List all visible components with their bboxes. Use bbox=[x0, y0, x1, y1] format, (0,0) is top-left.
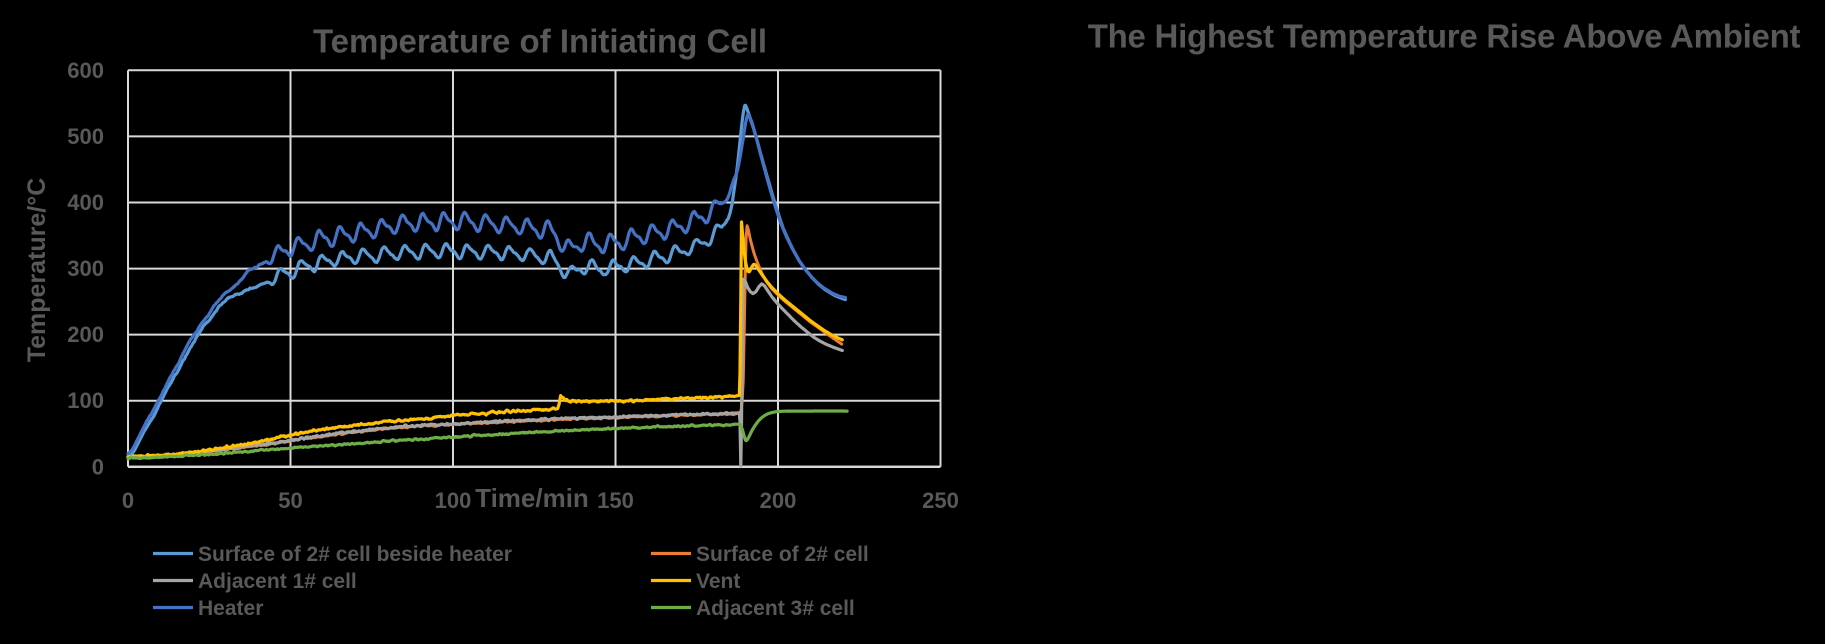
svg-text:0: 0 bbox=[122, 488, 134, 513]
svg-text:Surface of 2# cell beside heat: Surface of 2# cell beside heater bbox=[198, 543, 512, 566]
svg-text:0: 0 bbox=[92, 454, 104, 479]
svg-text:Heater: Heater bbox=[198, 597, 263, 620]
svg-text:Adjacent 1# cell: Adjacent 1# cell bbox=[198, 570, 357, 593]
svg-text:Temperature/°C: Temperature/°C bbox=[23, 178, 51, 363]
svg-text:150: 150 bbox=[597, 488, 634, 513]
svg-text:400: 400 bbox=[67, 190, 104, 215]
svg-text:Vent: Vent bbox=[696, 570, 740, 593]
svg-text:Temperature of Initiating Cell: Temperature of Initiating Cell bbox=[313, 23, 767, 60]
svg-text:Surface of 2# cell: Surface of 2# cell bbox=[696, 543, 869, 566]
svg-text:50: 50 bbox=[278, 488, 302, 513]
svg-text:200: 200 bbox=[67, 322, 104, 347]
svg-text:The Highest Temperature Rise A: The Highest Temperature Rise Above Ambie… bbox=[1088, 18, 1801, 55]
svg-text:100: 100 bbox=[67, 388, 104, 413]
svg-text:Time/min: Time/min bbox=[475, 483, 589, 513]
svg-text:100: 100 bbox=[435, 488, 472, 513]
svg-text:500: 500 bbox=[67, 124, 104, 149]
svg-text:250: 250 bbox=[922, 488, 959, 513]
svg-text:300: 300 bbox=[67, 256, 104, 281]
svg-text:200: 200 bbox=[760, 488, 797, 513]
svg-text:600: 600 bbox=[67, 58, 104, 83]
svg-text:Adjacent 3# cell: Adjacent 3# cell bbox=[696, 597, 855, 620]
